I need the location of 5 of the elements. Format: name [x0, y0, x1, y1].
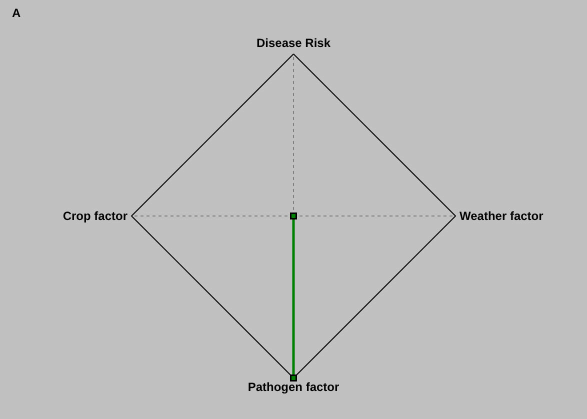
spoke-label: Pathogen factor — [248, 380, 340, 394]
text: A — [12, 6, 21, 20]
spoke-label: Crop factor — [62, 209, 128, 223]
spoke-label: Disease Risk — [256, 36, 331, 50]
spoke-label: Weather factor — [460, 209, 544, 223]
